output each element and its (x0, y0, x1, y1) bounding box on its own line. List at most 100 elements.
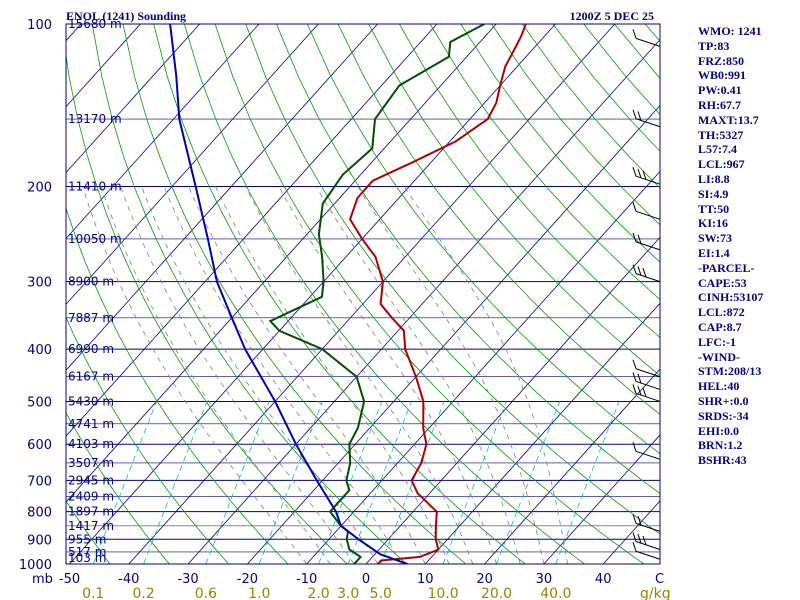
height-label: 7887 m (68, 311, 114, 325)
wind-barb (632, 232, 661, 251)
temperature-axis: -50 -40 -30 -20 -10 0 10 20 30 40 (59, 572, 612, 587)
index-item: KI:16 (698, 216, 728, 231)
moist-adiabat (82, 186, 308, 564)
sounding-profiles (169, 24, 527, 564)
pressure-tick-label: 300 (27, 276, 52, 291)
wind-barb-flag (632, 542, 637, 552)
isotherm (365, 236, 660, 564)
wind-barb-flag (642, 535, 647, 546)
mixing-ratio-line (347, 401, 412, 564)
index-item: -WIND- (698, 349, 740, 364)
index-item: TH:5327 (698, 127, 744, 142)
wind-barb-flag (632, 372, 637, 382)
wind-barb-flag (632, 264, 637, 274)
index-item: FRZ:850 (698, 53, 744, 68)
wind-barb-flag (637, 534, 642, 544)
moist-adiabat (278, 186, 497, 564)
index-item: PW:0.41 (698, 83, 742, 98)
temperature-tick-label: 30 (536, 572, 553, 587)
isotherm (306, 170, 660, 564)
valid-time: 1200Z 5 DEC 25 (570, 9, 654, 23)
wind-barb-flag (642, 267, 647, 278)
isotherm (128, 24, 616, 564)
wind-barb-flag (642, 387, 647, 398)
isotherm (66, 24, 319, 305)
mixing-ratio-label: 20.0 (481, 586, 512, 600)
wind-barb-shaft (635, 241, 661, 251)
dry-adiabat (245, 24, 660, 535)
height-label: 11410 m (68, 180, 122, 194)
wind-barb-shaft (635, 273, 661, 283)
mixing-ratio-label: 3.0 (337, 586, 359, 600)
mixing-ratio-label: 0.6 (195, 586, 217, 600)
wind-barb (632, 442, 661, 460)
wind-barb-shaft (635, 175, 661, 185)
index-item: LI:8.8 (698, 171, 730, 186)
index-item: SRDS:-34 (698, 408, 749, 423)
dry-adiabat (66, 411, 170, 564)
wind-barb (632, 359, 661, 378)
dry-adiabat (337, 24, 660, 415)
mixing-ratio-line (205, 401, 270, 564)
dry-adiabat (66, 52, 348, 564)
index-item: LCL:967 (698, 157, 745, 172)
height-label: 6167 m (68, 370, 114, 384)
index-item: SW:73 (698, 231, 733, 246)
pressure-tick-label: 600 (27, 438, 52, 453)
mixing-ratio-label: 1.0 (248, 586, 270, 600)
index-item: BSHR:43 (698, 453, 747, 468)
index-item: L57:7.4 (698, 142, 737, 157)
temperature-tick-label: -40 (118, 572, 139, 587)
pressure-tick-label: 500 (27, 395, 52, 410)
index-item: SHR+:0.0 (698, 393, 749, 408)
height-label: 3507 m (68, 456, 114, 470)
temperature-tick-label: 40 (595, 572, 612, 587)
index-item: CINH:53107 (698, 290, 764, 305)
wind-barb-shaft (635, 392, 661, 402)
isotherm (66, 24, 438, 437)
height-label: 8900 m (68, 275, 114, 289)
index-item: RH:67.7 (698, 97, 741, 112)
pressure-tick-label: 100 (27, 18, 52, 33)
index-item: CAPE:53 (698, 275, 747, 290)
dry-adiabat (276, 24, 660, 494)
isotherm (484, 368, 660, 564)
mixing-ratio-label: 40.0 (540, 586, 571, 600)
height-label: 4103 m (68, 437, 114, 451)
height-label: 1897 m (68, 505, 114, 519)
index-item: WB0:991 (698, 68, 746, 83)
moist-adiabat (357, 186, 545, 564)
index-item: WMO: 1241 (698, 24, 762, 38)
height-label: 2945 m (68, 473, 114, 487)
pressure-tick-label: 200 (27, 181, 52, 196)
wind-barb (632, 542, 661, 560)
pressure-axis: 100 200 300 400 500 600 700 800 900 1000 (19, 18, 52, 573)
moist-adiabat (188, 186, 426, 564)
mixing-ratio-line (143, 401, 208, 564)
dry-adiabat (122, 24, 467, 564)
mixing-ratio-label: 0.2 (132, 586, 154, 600)
moist-adiabat (163, 186, 402, 564)
dry-adiabat (399, 24, 660, 338)
wind-barb (632, 372, 661, 390)
temperature-tick-label: -50 (59, 572, 80, 587)
dry-adiabat (91, 24, 408, 564)
wind-barb-flag (632, 532, 637, 542)
index-item: SI:4.9 (698, 186, 729, 201)
dry-adiabat (153, 24, 526, 564)
wind-barb-shaft (635, 550, 661, 560)
wind-barb-flag (642, 170, 647, 180)
pressure-tick-label: 1000 (19, 558, 52, 573)
parcel-profile (169, 24, 408, 564)
index-item: MAXT:13.7 (698, 112, 759, 127)
dry-adiabat (460, 24, 660, 263)
isotherm (66, 24, 497, 503)
wind-barb-flag (632, 442, 637, 452)
pressure-tick-label: 400 (27, 343, 52, 358)
wind-barb-shaft (635, 368, 661, 378)
wind-barb (632, 109, 661, 128)
height-label: 2409 m (68, 490, 114, 504)
wind-barb-flag (637, 234, 642, 244)
index-item: BRN:1.2 (698, 438, 743, 453)
wind-barb-flag (632, 384, 637, 394)
